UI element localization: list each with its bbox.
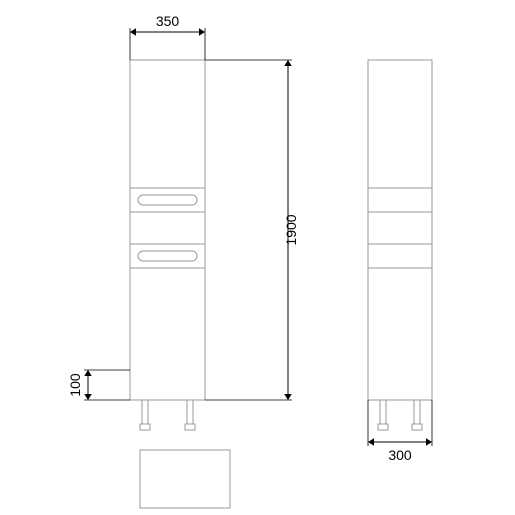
cabinet-leg-side [380,400,386,424]
handle-slot [138,195,197,205]
cabinet-leg [187,400,193,424]
dim-label-width: 350 [156,13,180,29]
dim-label-height: 1900 [283,214,299,245]
side-cabinet-body [368,60,432,400]
cabinet-leg [142,400,148,424]
material-swatch [140,450,230,508]
cabinet-leg-side [414,400,420,424]
dim-label-depth: 300 [388,447,412,463]
cabinet-foot [140,424,150,430]
cabinet-foot-side [412,424,422,430]
front-cabinet-body [130,60,205,400]
cabinet-foot-side [378,424,388,430]
handle-slot [138,251,197,261]
cabinet-foot [185,424,195,430]
dim-label-leg: 100 [67,373,83,397]
